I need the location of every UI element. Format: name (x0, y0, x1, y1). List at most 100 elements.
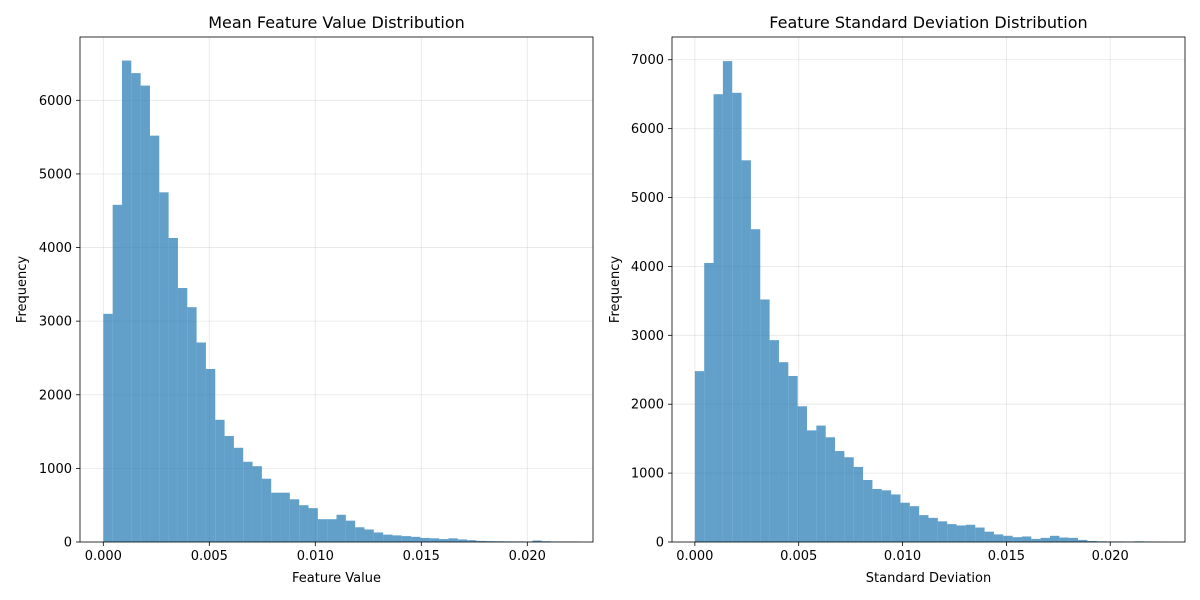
y-tick-label: 5000 (39, 167, 72, 182)
histogram-bar (205, 369, 216, 542)
histogram-bar (485, 541, 496, 542)
histogram-bar (919, 515, 929, 542)
histogram-bar (1050, 535, 1060, 542)
histogram-bar (704, 262, 714, 542)
histogram-bar (317, 519, 328, 542)
histogram-bar (149, 135, 160, 542)
histogram-bar (280, 492, 290, 542)
histogram-bar (732, 92, 742, 543)
y-tick-label: 5000 (631, 191, 664, 206)
histogram-bar (778, 362, 789, 542)
x-tick-label: 0.000 (85, 549, 122, 564)
y-tick-label: 4000 (39, 241, 72, 256)
histogram-bar (1021, 536, 1032, 542)
histogram-bar (299, 505, 309, 542)
chart-0-y-axis-label: Frequency (15, 256, 30, 323)
histogram-bar (1087, 540, 1097, 542)
chart-1-frame (671, 36, 1186, 543)
histogram-bar (103, 313, 113, 542)
chart-0-bars (103, 60, 580, 543)
histogram-bar (373, 532, 384, 542)
y-tick-label: 0 (64, 536, 72, 551)
y-tick-label: 6000 (631, 122, 664, 137)
histogram-bar (429, 538, 440, 542)
histogram-bar (355, 527, 365, 542)
histogram-bar (345, 520, 356, 542)
histogram-bar (364, 529, 374, 542)
y-tick-label: 4000 (631, 260, 664, 275)
histogram-bar (769, 340, 779, 542)
histogram-bar (1068, 537, 1079, 542)
histogram-bar (797, 406, 807, 542)
histogram-bar (411, 536, 421, 542)
histogram-bar (1040, 537, 1050, 542)
histogram-bar (140, 85, 150, 543)
x-tick-label: 0.015 (988, 549, 1025, 564)
histogram-bar (713, 94, 723, 543)
histogram-bar (835, 451, 845, 542)
histogram-bar (872, 488, 882, 542)
histogram-bar (750, 229, 761, 542)
histogram-bar (467, 540, 477, 542)
histogram-bar (741, 160, 751, 542)
histogram-bar (900, 502, 910, 542)
histogram-bar (807, 430, 817, 542)
histogram-bar (928, 517, 938, 542)
histogram-bar (1031, 538, 1041, 542)
histogram-bar (722, 61, 733, 543)
histogram-bar (215, 419, 225, 542)
chart-0-frame (79, 36, 594, 543)
histogram-bar (1012, 537, 1022, 542)
histogram-bar (131, 73, 141, 543)
histogram-bar (825, 437, 836, 542)
x-tick-label: 0.020 (1092, 549, 1129, 564)
histogram-bar (965, 524, 976, 542)
chart-0-x-ticks: 0.000 0.005 0.010 0.015 0.020 (85, 542, 546, 564)
histogram-bar (383, 534, 393, 542)
histogram-bar (694, 371, 705, 542)
x-tick-label: 0.015 (403, 549, 440, 564)
chart-feature-std: 0.000 0.005 0.010 0.015 0.020 0 1000 2000 3000 4… (608, 13, 1186, 586)
histogram-bar (271, 492, 281, 542)
y-tick-label: 1000 (39, 462, 72, 477)
histogram-bar (457, 539, 468, 542)
histogram-bar (937, 521, 948, 542)
y-tick-label: 6000 (39, 94, 72, 109)
histogram-bar (336, 514, 346, 542)
histogram-bar (187, 307, 197, 542)
histogram-bar (233, 447, 244, 542)
histogram-bar (984, 531, 994, 542)
histogram-bar (439, 539, 449, 542)
histogram-bar (420, 537, 430, 542)
chart-1-y-axis-label: Frequency (608, 256, 623, 323)
y-tick-label: 7000 (631, 53, 664, 68)
x-tick-label: 0.020 (509, 549, 546, 564)
y-tick-label: 2000 (631, 398, 664, 413)
chart-1-x-ticks: 0.000 0.005 0.010 0.015 0.020 (676, 542, 1129, 564)
chart-0-title: Mean Feature Value Distribution (208, 13, 465, 32)
histogram-bar (401, 536, 412, 542)
histogram-bar (816, 425, 826, 542)
chart-1-x-axis-label: Standard Deviation (866, 571, 991, 586)
histogram-bar (476, 540, 486, 542)
histogram-bar (261, 478, 272, 542)
histogram-bar (844, 457, 854, 542)
histogram-bar (327, 519, 337, 542)
chart-1-title: Feature Standard Deviation Distribution (769, 13, 1087, 32)
histogram-bar (947, 524, 957, 542)
x-tick-label: 0.010 (297, 549, 334, 564)
histogram-bar (224, 435, 234, 542)
histogram-bar (252, 466, 262, 542)
histogram-bar (881, 490, 892, 542)
chart-1-y-ticks: 0 1000 2000 3000 4000 5000 6000 7000 (631, 53, 672, 551)
histogram-bar (1059, 537, 1069, 542)
histogram-bar (532, 540, 542, 542)
histogram-bar (1003, 535, 1013, 542)
histogram-bar (121, 60, 132, 542)
histogram-bar (891, 494, 901, 542)
histogram-bar (448, 538, 458, 542)
histogram-bar (159, 192, 169, 542)
x-tick-label: 0.005 (191, 549, 228, 564)
histogram-bar (308, 508, 318, 542)
